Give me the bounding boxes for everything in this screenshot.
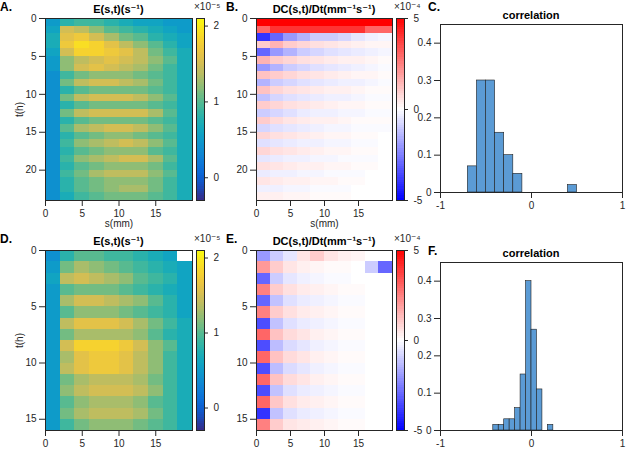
svg-text:0: 0 [242, 13, 248, 24]
svg-text:15: 15 [150, 208, 162, 219]
svg-text:t(h): t(h) [14, 333, 25, 348]
svg-text:-5: -5 [414, 425, 423, 436]
svg-text:s(mm): s(mm) [310, 218, 338, 229]
svg-text:20: 20 [25, 164, 37, 175]
html-text:DC(s,t)/Dt(mm⁻¹s⁻¹): DC(s,t)/Dt(mm⁻¹s⁻¹) [272, 3, 376, 15]
svg-text:10: 10 [319, 438, 331, 449]
svg-text:5: 5 [31, 301, 37, 312]
svg-text:5: 5 [242, 301, 248, 312]
html-text:×10⁻⁵: ×10⁻⁵ [194, 1, 221, 12]
svg-text:15: 15 [353, 208, 365, 219]
svg-text:0: 0 [43, 208, 49, 219]
svg-text:20: 20 [236, 164, 248, 175]
html-text:correlation: correlation [502, 247, 560, 259]
svg-text:15: 15 [150, 438, 162, 449]
svg-text:0.4: 0.4 [418, 275, 432, 286]
html-text:B.: B. [226, 0, 238, 14]
svg-text:0.2: 0.2 [418, 112, 432, 123]
svg-text:2: 2 [214, 252, 220, 263]
svg-text:0: 0 [214, 402, 220, 413]
svg-text:1: 1 [214, 327, 220, 338]
svg-text:0.1: 0.1 [418, 387, 432, 398]
svg-text:0.3: 0.3 [418, 313, 432, 324]
svg-text:1: 1 [214, 96, 220, 107]
svg-text:0.1: 0.1 [418, 149, 432, 160]
html-text:×10⁻⁴: ×10⁻⁴ [394, 1, 421, 12]
svg-text:0.4: 0.4 [418, 37, 432, 48]
svg-text:5: 5 [242, 51, 248, 62]
svg-text:10: 10 [25, 357, 37, 368]
svg-text:0: 0 [254, 438, 260, 449]
html-text:E(s,t)(s⁻¹): E(s,t)(s⁻¹) [93, 235, 144, 247]
svg-text:0: 0 [242, 245, 248, 256]
svg-text:0.3: 0.3 [418, 75, 432, 86]
svg-text:10: 10 [113, 438, 125, 449]
html-text:C.: C. [428, 0, 440, 14]
svg-text:5: 5 [79, 438, 85, 449]
svg-text:2: 2 [214, 20, 220, 31]
svg-text:0.2: 0.2 [418, 350, 432, 361]
svg-text:15: 15 [25, 413, 37, 424]
svg-text:5: 5 [414, 13, 420, 24]
svg-text:0: 0 [529, 438, 535, 449]
svg-text:10: 10 [318, 207, 331, 219]
html-text:F.: F. [428, 244, 438, 258]
svg-text:1: 1 [620, 200, 626, 211]
html-text:correlation: correlation [502, 9, 560, 21]
svg-text:0: 0 [31, 13, 37, 24]
html-text:A.: A. [0, 0, 12, 14]
svg-text:0: 0 [426, 187, 432, 198]
svg-text:0: 0 [414, 335, 420, 346]
svg-text:5: 5 [31, 51, 37, 62]
html-text:E(s,t)(s⁻¹): E(s,t)(s⁻¹) [93, 3, 144, 15]
svg-text:1: 1 [620, 438, 626, 449]
svg-text:0: 0 [31, 245, 37, 256]
svg-text:0: 0 [426, 425, 432, 436]
svg-text:5: 5 [79, 208, 85, 219]
svg-text:0: 0 [529, 200, 535, 211]
svg-text:0: 0 [214, 172, 220, 183]
svg-text:10: 10 [113, 207, 125, 219]
svg-text:10: 10 [25, 89, 37, 100]
svg-text:10: 10 [236, 357, 248, 368]
svg-text:15: 15 [236, 413, 248, 424]
html-text:×10⁻⁵: ×10⁻⁵ [194, 233, 221, 244]
html-text:D.: D. [0, 232, 12, 246]
html-text:DC(s,t)/Dt(mm⁻¹s⁻¹): DC(s,t)/Dt(mm⁻¹s⁻¹) [272, 235, 376, 247]
svg-text:t(h): t(h) [14, 102, 25, 117]
svg-text:-5: -5 [414, 195, 423, 206]
svg-text:5: 5 [288, 208, 294, 219]
svg-text:-1: -1 [436, 438, 445, 449]
svg-text:0: 0 [413, 103, 420, 115]
svg-text:15: 15 [236, 126, 248, 137]
svg-text:s(mm): s(mm) [105, 218, 133, 229]
svg-text:0: 0 [43, 438, 49, 449]
svg-text:5: 5 [414, 245, 420, 256]
html-text:×10⁻⁴: ×10⁻⁴ [394, 233, 421, 244]
svg-text:5: 5 [288, 438, 294, 449]
html-text:E.: E. [226, 232, 238, 246]
svg-text:15: 15 [25, 126, 37, 137]
svg-text:15: 15 [353, 438, 365, 449]
svg-text:-1: -1 [436, 200, 445, 211]
svg-text:0: 0 [254, 208, 260, 219]
svg-text:10: 10 [236, 89, 248, 100]
